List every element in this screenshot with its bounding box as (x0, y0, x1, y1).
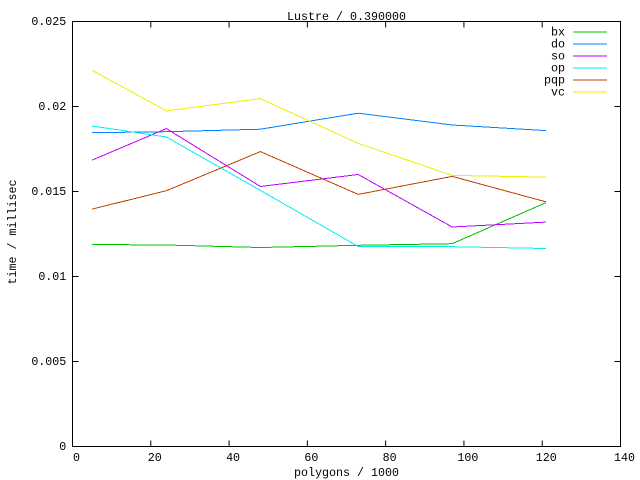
svg-text:0.015: 0.015 (31, 185, 66, 199)
svg-text:bx: bx (551, 26, 565, 40)
svg-text:polygons / 1000: polygons / 1000 (294, 466, 399, 480)
svg-text:0: 0 (73, 451, 80, 465)
svg-text:0.02: 0.02 (38, 100, 66, 114)
svg-text:so: so (551, 50, 565, 64)
svg-text:80: 80 (383, 451, 397, 465)
svg-text:0.005: 0.005 (31, 355, 66, 369)
svg-text:do: do (551, 38, 565, 52)
svg-text:0: 0 (59, 440, 66, 454)
svg-text:20: 20 (148, 451, 162, 465)
svg-text:time / millisec: time / millisec (6, 180, 20, 285)
svg-text:0.025: 0.025 (31, 15, 66, 29)
svg-text:Lustre / 0.390000: Lustre / 0.390000 (287, 10, 406, 24)
svg-text:op: op (551, 62, 565, 76)
svg-text:40: 40 (226, 451, 240, 465)
svg-text:vc: vc (551, 86, 565, 100)
svg-text:60: 60 (304, 451, 318, 465)
svg-text:120: 120 (536, 451, 557, 465)
svg-text:0.01: 0.01 (38, 270, 66, 284)
svg-text:140: 140 (614, 451, 635, 465)
svg-text:100: 100 (457, 451, 478, 465)
svg-text:pqp: pqp (544, 74, 565, 88)
